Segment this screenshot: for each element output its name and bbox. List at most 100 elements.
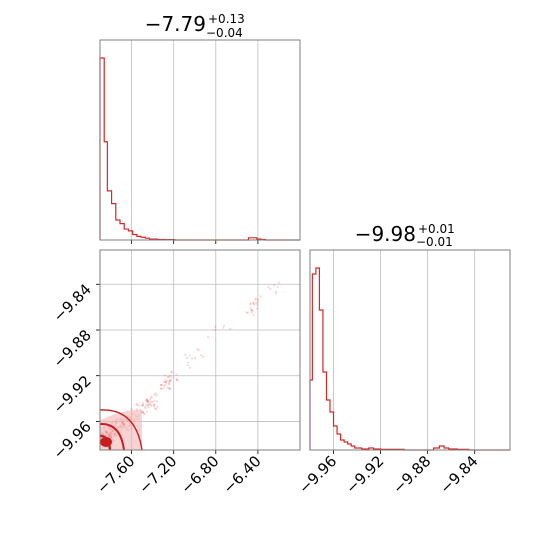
marginal-2-x-tick-label-0: −9.96 [295,452,340,497]
scatter-point-357 [274,292,277,295]
marginal-2-histogram-line [309,267,510,451]
scatter-point-277 [137,404,140,407]
scatter-point-283 [175,373,178,376]
scatter-point-294 [167,376,170,379]
scatter-point-311 [169,379,172,382]
scatter-point-290 [169,378,172,382]
scatter-point-356 [273,284,276,287]
joint-scatter-panel: −7.60−7.20−6.80−6.40 −9.84−9.88−9.92−9.9… [50,249,301,497]
scatter-point-340 [252,314,255,317]
scatter-point-249 [152,405,155,408]
scatter-point-298 [164,383,167,386]
joint-x-tick-label-0: −7.60 [93,452,138,497]
scatter-point-233 [154,407,157,410]
scatter-point-341 [255,302,258,305]
scatter-point-344 [251,309,254,313]
scatter-point-43 [97,432,99,434]
scatter-point-271 [140,404,143,407]
scatter-point-257 [145,403,148,406]
scatter-point-303 [166,375,169,379]
scatter-point-247 [152,403,155,406]
scatter-point-310 [168,380,171,383]
joint-y-tick-label-2: −9.92 [50,372,95,417]
scatter-point-315 [200,354,203,357]
marginal-2-gridlines [333,250,476,454]
marginal-title-2-minus: −0.01 [416,235,453,249]
scatter-point-239 [144,407,147,410]
scatter-point-260 [142,402,145,405]
scatter-point-254 [146,399,149,402]
scatter-point-336 [252,301,255,304]
marginal-title-2-value: −9.98 [355,222,416,246]
contour-core [100,437,112,447]
scatter-point-253 [149,403,152,406]
scatter-point-275 [146,400,149,403]
marginal-2-axes-frame [309,249,511,451]
scatter-point-360 [277,281,280,284]
scatter-point-312 [163,379,166,382]
scatter-point-246 [147,400,150,403]
scatter-point-297 [163,384,166,387]
joint-axes-frame [99,249,301,451]
scatter-point-299 [168,387,171,391]
scatter-point-335 [254,297,257,300]
scatter-point-325 [190,357,194,360]
scatter-point-263 [136,403,139,406]
scatter-point-352 [256,301,259,304]
scatter-point-240 [148,402,151,405]
scatter-point-321 [184,353,187,356]
scatter-point-269 [156,400,159,403]
scatter-point-318 [188,354,191,357]
joint-x-tick-labels: −7.60−7.20−6.80−6.40 [93,452,265,497]
scatter-point-235 [148,398,151,401]
scatter-point-337 [252,302,255,305]
scatter-point-349 [246,311,249,314]
scatter-point-145 [95,433,97,435]
scatter-point-314 [170,371,173,374]
marginal-histogram-param-2: −9.98 +0.01 −0.01 −9.96 −9.92 −9.88 −9.84 [295,222,511,497]
scatter-point-287 [168,387,171,390]
scatter-point-295 [159,387,162,390]
scatter-point-231 [142,403,145,406]
scatter-point-261 [150,401,153,404]
scatter-point-288 [168,387,171,390]
scatter-point-304 [166,386,169,389]
scatter-point-262 [141,404,144,407]
scatter-point-252 [155,394,158,397]
scatter-point-307 [163,374,166,377]
scatter-point-255 [156,405,159,408]
scatter-point-265 [153,399,156,403]
scatter-point-346 [254,298,257,301]
scatter-point-329 [222,324,226,327]
contour-line-0 [100,409,143,450]
scatter-point-232 [151,400,154,404]
scatter-point-286 [160,387,163,390]
marginal-2-x-tick-label-1: −9.92 [342,452,387,497]
joint-x-tick-label-3: −6.40 [219,452,264,497]
scatter-point-264 [143,413,146,416]
scatter-point-285 [165,379,168,382]
scatter-point-241 [145,398,148,401]
marginal-1-axes-frame [99,39,301,241]
scatter-point-358 [259,295,262,298]
scatter-point-282 [170,370,173,373]
scatter-point-289 [162,387,165,390]
scatter-point-330 [222,326,225,329]
scatter-point-354 [269,287,272,290]
scatter-point-338 [256,307,259,310]
scatter-point-268 [153,393,156,396]
marginal-1-gridlines [131,40,259,244]
scatter-point-77 [98,443,100,445]
scatter-point-345 [256,304,259,307]
joint-density-contours [100,409,143,450]
joint-y-tick-label-0: −9.84 [50,280,95,325]
scatter-point-332 [229,327,232,330]
scatter-point-270 [142,411,145,414]
scatter-point-351 [250,308,253,312]
scatter-point-353 [276,285,279,289]
scatter-point-140 [97,444,99,446]
scatter-point-242 [146,399,149,402]
scatter-point-230 [135,402,138,405]
scatter-point-280 [168,380,171,383]
scatter-point-328 [207,336,210,339]
